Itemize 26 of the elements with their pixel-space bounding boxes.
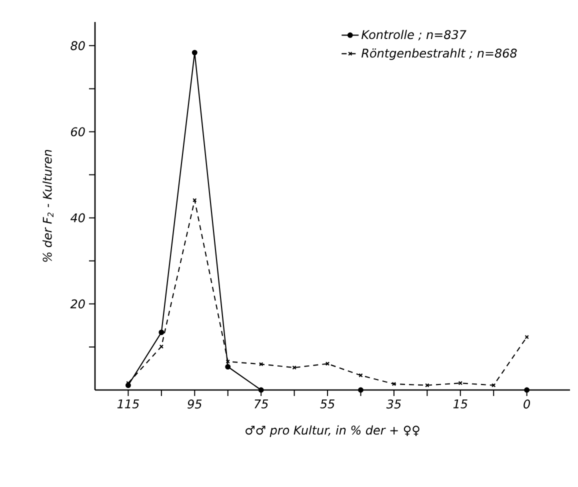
point [159, 344, 164, 349]
x-tick-label: 0 [524, 400, 530, 409]
point [524, 334, 529, 340]
legend-label: Röntgenbestrahlt ; n=868 [362, 48, 517, 60]
point [524, 387, 530, 393]
x-tick-label: 95 [188, 400, 202, 409]
point [158, 330, 164, 336]
x-tick-label: 75 [254, 400, 268, 408]
y-tick-label: 40 [70, 213, 85, 222]
y-tick-label: 80 [70, 41, 85, 50]
point [358, 387, 364, 393]
point [225, 364, 231, 370]
point [258, 362, 264, 366]
point [192, 50, 198, 56]
point [325, 362, 330, 366]
x-tick-label: 115 [117, 400, 139, 408]
x-tick-label: 35 [386, 400, 401, 409]
x-axis-title: ♂♂ pro Kultur, in % der + ♀♀ [246, 425, 420, 437]
y-tick-label: 20 [70, 299, 85, 308]
point [258, 387, 264, 393]
legend-label: Kontrolle ; n=837 [362, 30, 466, 40]
y-tick-label: 60 [71, 127, 85, 136]
x-tick-label: 55 [320, 400, 334, 408]
y-axis-title: % der F$_{2}$ - Kulturen [42, 150, 54, 262]
point [392, 382, 396, 386]
x-tick-label: 15 [453, 400, 468, 408]
